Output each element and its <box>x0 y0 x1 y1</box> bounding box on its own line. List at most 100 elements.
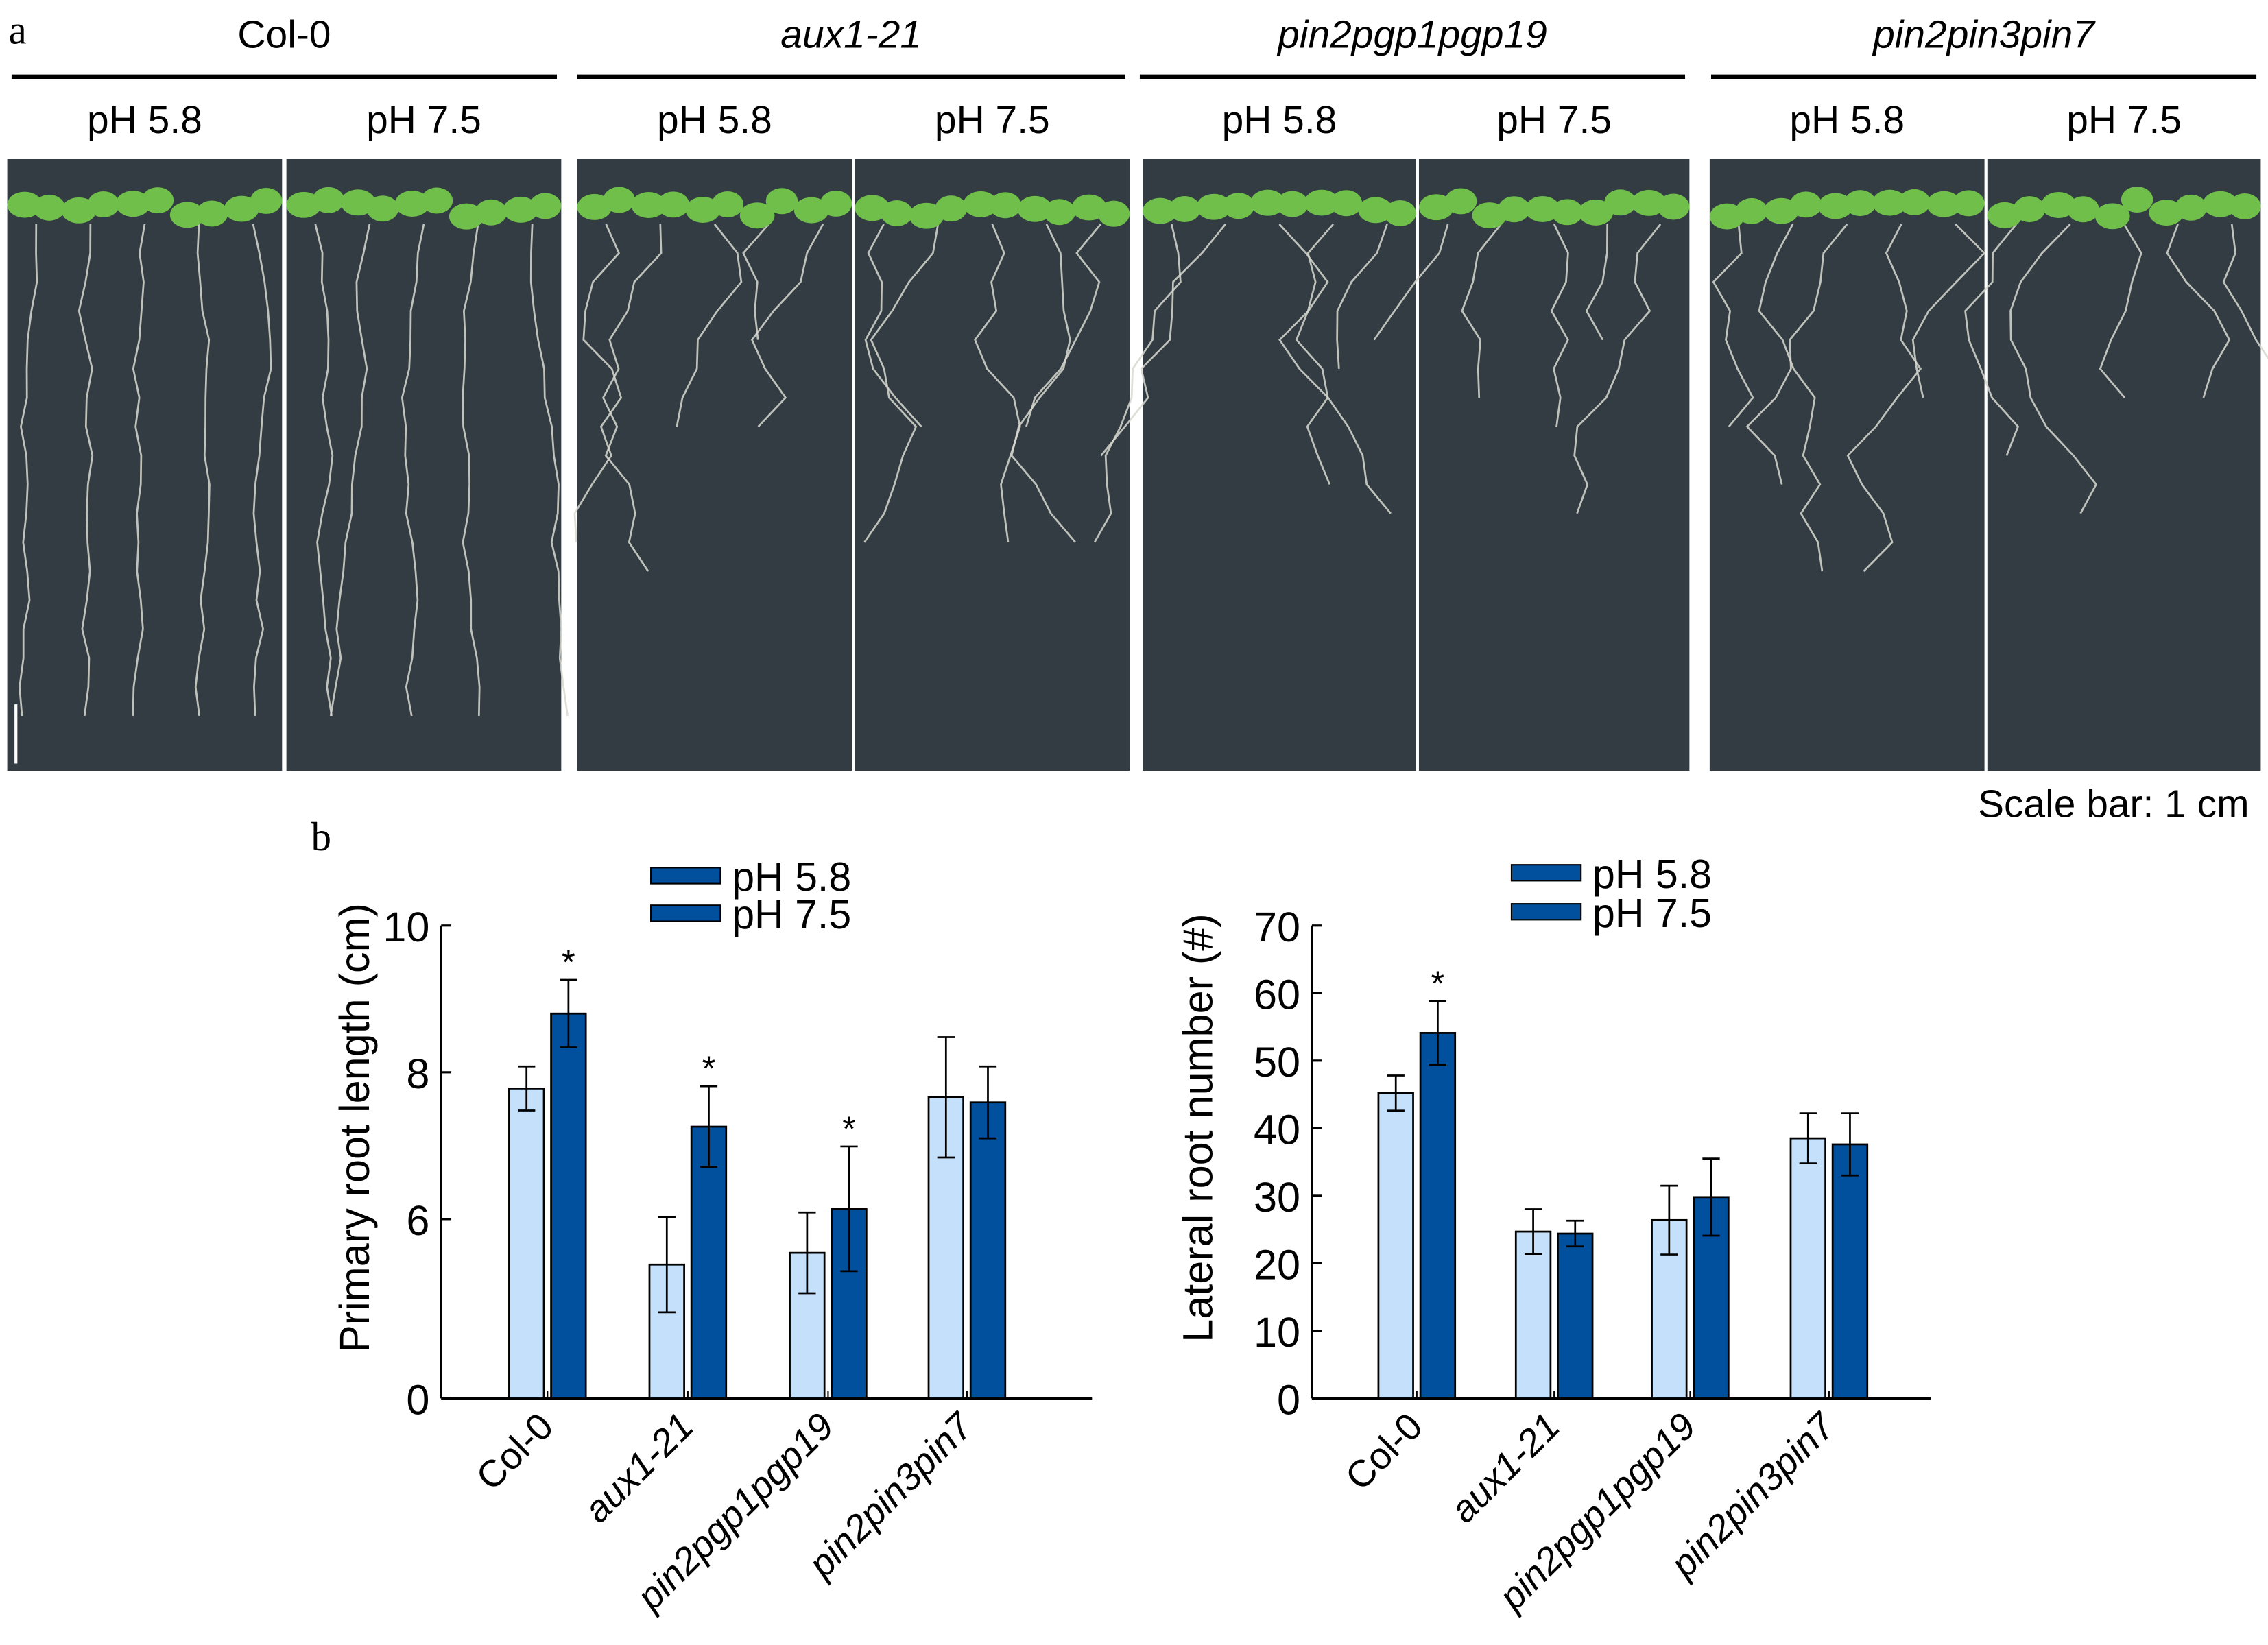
seedling-leaf <box>475 199 508 226</box>
y-tick-label: 40 <box>1254 1107 1300 1153</box>
seedling-leaf <box>2041 191 2076 218</box>
seedling-leaf <box>1818 193 1853 219</box>
genotype-label: pin2pgp1pgp19 <box>1276 13 1547 57</box>
seedling-leaf <box>1789 191 1822 218</box>
y-tick-label: 30 <box>1254 1174 1300 1221</box>
y-tick-label: 10 <box>1254 1309 1300 1356</box>
seedling-leaf <box>657 191 689 218</box>
legend-label: pH 5.8 <box>1592 852 1712 897</box>
legend-swatch <box>1510 903 1582 921</box>
seedling-leaf <box>1498 196 1530 223</box>
plate-background <box>1143 158 1416 771</box>
root <box>2009 223 2098 514</box>
root <box>1585 224 1609 341</box>
seedling-leaf <box>1872 189 1907 216</box>
significance-marker: * <box>1431 964 1445 1003</box>
seedling-leaf <box>312 187 344 213</box>
plate-photo <box>1373 158 1690 771</box>
seedling-leaf <box>1143 197 1178 224</box>
seedling-leaf <box>1735 197 1768 224</box>
scale-bar-caption: Scale bar: 1 cm <box>1978 782 2249 826</box>
seedling-leaf <box>1222 193 1255 219</box>
seedling-leaf <box>195 200 228 227</box>
seedling-leaf <box>909 202 944 229</box>
seedling-leaf <box>711 191 744 217</box>
root <box>1964 224 2020 456</box>
seedling-leaf <box>2094 203 2130 230</box>
root <box>2099 224 2142 398</box>
legend-swatch <box>1510 864 1582 882</box>
seedling-leaf <box>115 191 151 217</box>
plate-background <box>7 158 283 771</box>
condition-label: pH 7.5 <box>366 98 481 142</box>
root <box>252 224 272 717</box>
legend-label: pH 7.5 <box>1592 891 1712 936</box>
lateral-root-number-chart: 0 10 20 30 40 50 60 70 Lateral root number (#) pH… <box>1174 852 1931 1619</box>
seedling-leaf <box>1276 191 1309 217</box>
seedling-leaf <box>989 192 1021 219</box>
seedling-leaf <box>340 189 376 216</box>
plate-background <box>1709 158 1985 771</box>
root <box>750 224 824 428</box>
y-tick-label: 8 <box>406 1050 429 1097</box>
seedling-leaf <box>1631 189 1667 216</box>
genotype-label: aux1-21 <box>780 13 922 57</box>
seedling-leaf <box>855 195 890 221</box>
y-tick-label: 20 <box>1254 1242 1300 1288</box>
root <box>864 224 922 428</box>
x-tick-label: Col-0 <box>468 1404 561 1498</box>
seedling-leaf <box>1384 200 1416 226</box>
seedling-leaf <box>1709 203 1745 230</box>
root <box>1550 224 1569 427</box>
seedling-leaf <box>2203 191 2238 217</box>
plate-photo <box>573 158 852 771</box>
legend-label: pH 5.8 <box>732 854 851 900</box>
plate-photo <box>1964 158 2268 771</box>
seedling-leaf <box>224 195 259 222</box>
significance-marker: * <box>702 1049 716 1088</box>
seedling-leaf <box>1844 190 1876 217</box>
condition-label: pH 5.8 <box>657 98 772 142</box>
root <box>329 224 371 717</box>
y-tick-label: 10 <box>383 904 429 950</box>
bar <box>1377 1092 1414 1400</box>
bar <box>550 1012 587 1400</box>
root <box>1745 224 1848 485</box>
seedling-leaf <box>1196 193 1232 220</box>
seedling-leaf <box>366 195 399 222</box>
x-tick-label: Col-0 <box>1337 1404 1430 1498</box>
seedling-leaf <box>820 190 852 217</box>
y-tick-label: 60 <box>1254 971 1300 1018</box>
y-tick-label: 50 <box>1254 1039 1300 1085</box>
seedling-leaf <box>935 195 967 222</box>
seedling-leaf <box>33 194 65 221</box>
seedling-leaf <box>739 202 775 229</box>
genotype-label: pin2pin3pin7 <box>1872 13 2096 57</box>
seedling-leaf <box>1472 202 1507 229</box>
seedling-leaf <box>141 187 174 214</box>
bar <box>1789 1137 1826 1400</box>
condition-label: pH 7.5 <box>2066 98 2182 142</box>
seedling-leaf <box>603 187 635 213</box>
seedling-leaf <box>1304 189 1339 216</box>
bar <box>508 1088 545 1400</box>
root <box>1573 224 1662 514</box>
seedling-leaf <box>1525 195 1560 222</box>
root <box>401 224 425 717</box>
root <box>1093 224 1182 543</box>
root <box>863 224 940 543</box>
root <box>1712 224 1754 428</box>
seedling-leaf <box>1358 197 1394 224</box>
seedling-leaf <box>286 191 322 218</box>
seedling-leaf <box>87 191 120 217</box>
seedling-leaf <box>1043 199 1076 226</box>
plate-photo <box>286 158 569 771</box>
root <box>77 224 94 717</box>
seedling-leaf <box>1169 196 1201 222</box>
root <box>1911 223 1986 398</box>
seedling-leaf <box>2229 193 2261 219</box>
root <box>974 224 1021 543</box>
seedling-leaf <box>577 193 612 220</box>
seedling-leaf <box>2149 200 2184 226</box>
